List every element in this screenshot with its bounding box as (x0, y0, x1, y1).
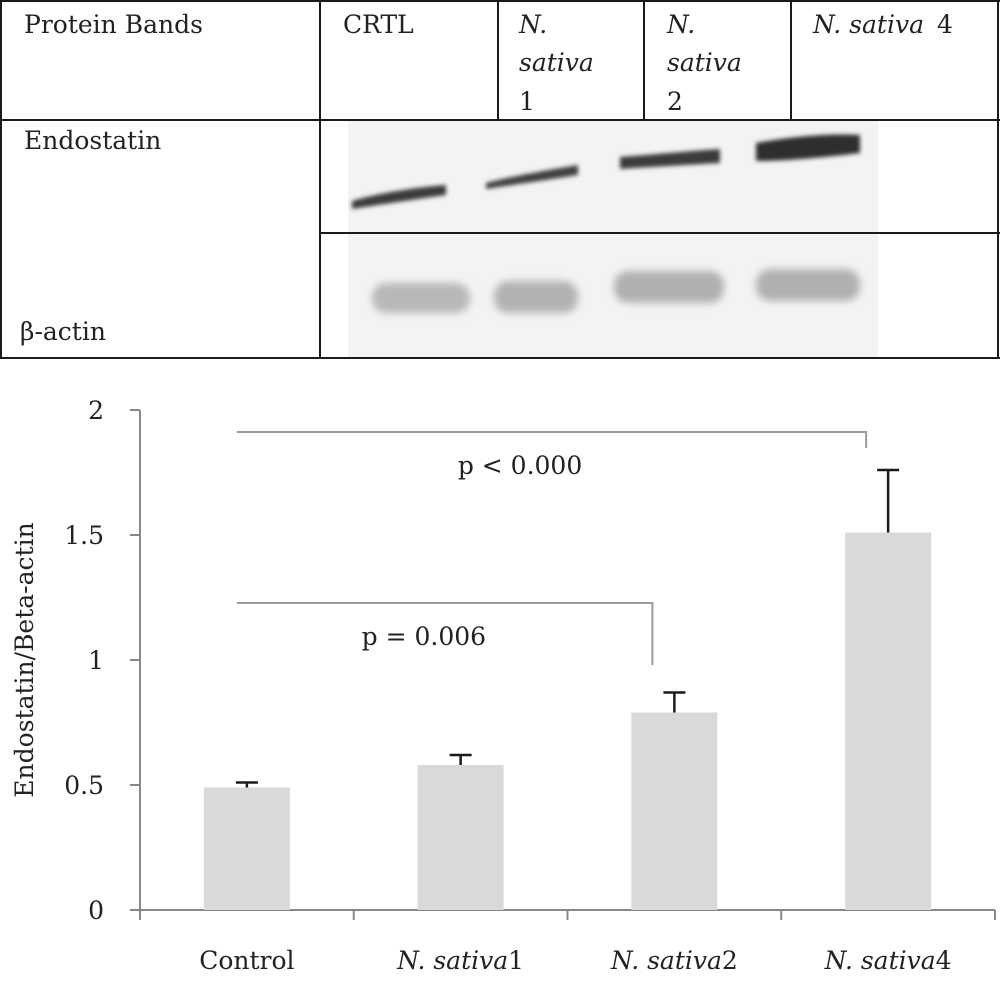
y-tick-label: 2 (88, 396, 104, 425)
bar (417, 765, 504, 910)
endostatin-bar-chart: 0 0.5 1 1.5 2 Control N. sativa1 N. sativa2 N. … (10, 396, 996, 975)
y-tick-label: 0.5 (64, 771, 104, 800)
table-label-divider (319, 0, 321, 359)
y-axis: 0 0.5 1 1.5 2 (64, 396, 141, 925)
beta-actin-bands (372, 269, 860, 313)
bar (845, 532, 932, 910)
lane-header-line: 1 (519, 87, 535, 116)
x-tick-label: N. sativa1 (396, 946, 524, 975)
table-border-right (997, 0, 999, 359)
y-tick-label: 0 (88, 896, 104, 925)
x-tick-label: N. sativa2 (610, 946, 738, 975)
significance-bracket (236, 431, 868, 448)
lane-header-line: 4 (937, 10, 953, 39)
x-tick-label: N. sativa4 (824, 946, 952, 975)
significance-brackets: p = 0.006 p < 0.000 (236, 431, 868, 665)
y-tick-label: 1 (88, 646, 104, 675)
table-lane-divider-3 (790, 0, 792, 121)
lane-header-line: N. (519, 10, 548, 39)
bars (203, 468, 932, 910)
lane-header-line: 2 (667, 87, 683, 116)
lane-header-line: N. (667, 10, 696, 39)
bar (203, 787, 290, 910)
table-header-divider (0, 119, 1000, 121)
lane-header-line: sativa (519, 48, 594, 77)
table-border-left (0, 0, 2, 359)
lane-header-line: CRTL (343, 10, 414, 39)
row-label-beta-actin: β-actin (20, 317, 106, 346)
significance-label: p < 0.000 (458, 451, 582, 480)
western-blot-table: Protein Bands CRTL N. sativa 1 N. sativa… (0, 0, 1000, 360)
x-axis: Control N. sativa1 N. sativa2 N. sativa4 (139, 909, 996, 975)
bar (631, 712, 718, 910)
table-lane-divider-1 (497, 0, 499, 121)
x-tick-label: Control (199, 946, 294, 975)
table-border-bottom (0, 357, 1000, 359)
significance-bracket (236, 602, 654, 665)
header-protein-bands: Protein Bands (24, 10, 203, 39)
y-tick-label: 1.5 (64, 521, 104, 550)
significance-label: p = 0.006 (362, 622, 486, 651)
lane-header-line: N. sativa (813, 10, 924, 39)
row-label-endostatin: Endostatin (24, 126, 162, 155)
endostatin-bands (352, 134, 860, 209)
y-axis-label: Endostatin/Beta-actin (10, 522, 39, 797)
table-border-top (0, 0, 1000, 2)
table-lane-divider-2 (643, 0, 645, 121)
western-blot-image (348, 121, 878, 357)
lane-header-line: sativa (667, 48, 742, 77)
